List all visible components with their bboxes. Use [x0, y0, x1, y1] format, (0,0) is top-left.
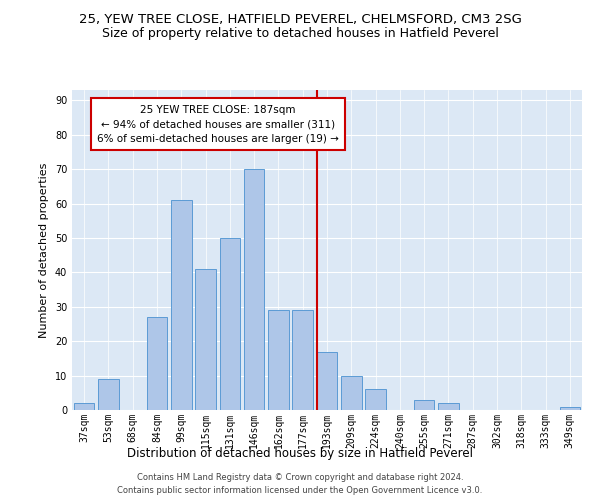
Bar [560, 406, 580, 410]
Bar [171, 200, 191, 410]
Bar [220, 238, 240, 410]
Text: Size of property relative to detached houses in Hatfield Peverel: Size of property relative to detached ho… [101, 28, 499, 40]
Y-axis label: Number of detached properties: Number of detached properties [39, 162, 49, 338]
Text: Distribution of detached houses by size in Hatfield Peverel: Distribution of detached houses by size … [127, 448, 473, 460]
Bar [365, 390, 386, 410]
Bar [268, 310, 289, 410]
Bar [146, 317, 167, 410]
Bar [74, 403, 94, 410]
Text: 25 YEW TREE CLOSE: 187sqm
← 94% of detached houses are smaller (311)
6% of semi-: 25 YEW TREE CLOSE: 187sqm ← 94% of detac… [97, 104, 338, 144]
Bar [317, 352, 337, 410]
Bar [98, 379, 119, 410]
Bar [244, 169, 265, 410]
Bar [292, 310, 313, 410]
Bar [341, 376, 362, 410]
Text: 25, YEW TREE CLOSE, HATFIELD PEVEREL, CHELMSFORD, CM3 2SG: 25, YEW TREE CLOSE, HATFIELD PEVEREL, CH… [79, 12, 521, 26]
Bar [414, 400, 434, 410]
Bar [195, 269, 216, 410]
Text: Contains HM Land Registry data © Crown copyright and database right 2024.
Contai: Contains HM Land Registry data © Crown c… [118, 474, 482, 495]
Bar [438, 403, 459, 410]
